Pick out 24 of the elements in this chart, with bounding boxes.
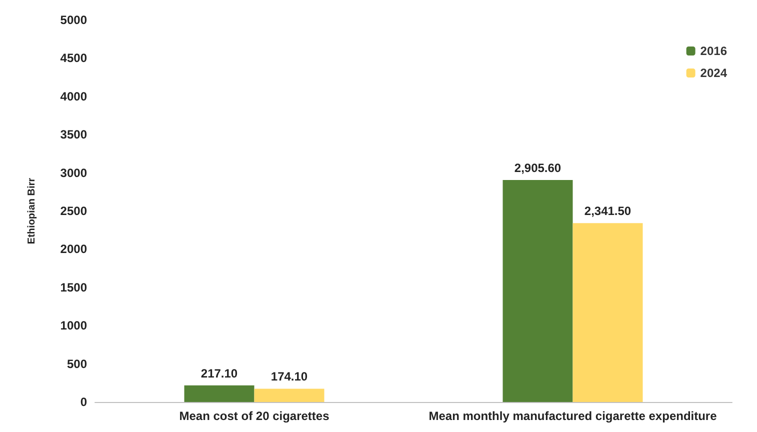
y-tick-label: 4000	[60, 89, 88, 104]
y-tick-label: 1500	[60, 280, 88, 294]
y-tick-label: 5000	[60, 13, 88, 27]
data-label: 2,905.60	[514, 161, 562, 176]
y-tick-label: 1000	[60, 318, 88, 333]
bar	[184, 385, 254, 402]
x-tick-label: Mean cost of 20 cigarettes	[179, 409, 330, 423]
y-tick-label: 500	[66, 356, 88, 371]
legend-label: 2016	[700, 44, 728, 58]
bar	[572, 223, 643, 402]
y-tick-label: 2000	[60, 242, 88, 256]
y-tick-label: 3500	[60, 128, 88, 142]
x-tick-label: Mean monthly manufactured cigarette expenditure	[428, 409, 718, 423]
y-tick-label: 2500	[60, 204, 88, 218]
legend-label: 2024	[700, 66, 728, 80]
data-label: 217.10	[200, 366, 238, 380]
y-axis-title: Ethiopian Birr	[26, 178, 38, 244]
bar	[254, 388, 324, 402]
data-label: 174.10	[270, 370, 308, 384]
data-label: 2,341.50	[584, 204, 632, 218]
y-tick-label: 4500	[60, 51, 88, 66]
y-tick-label: 3000	[60, 166, 88, 180]
y-tick-label: 0	[80, 395, 88, 409]
bar	[502, 180, 573, 402]
